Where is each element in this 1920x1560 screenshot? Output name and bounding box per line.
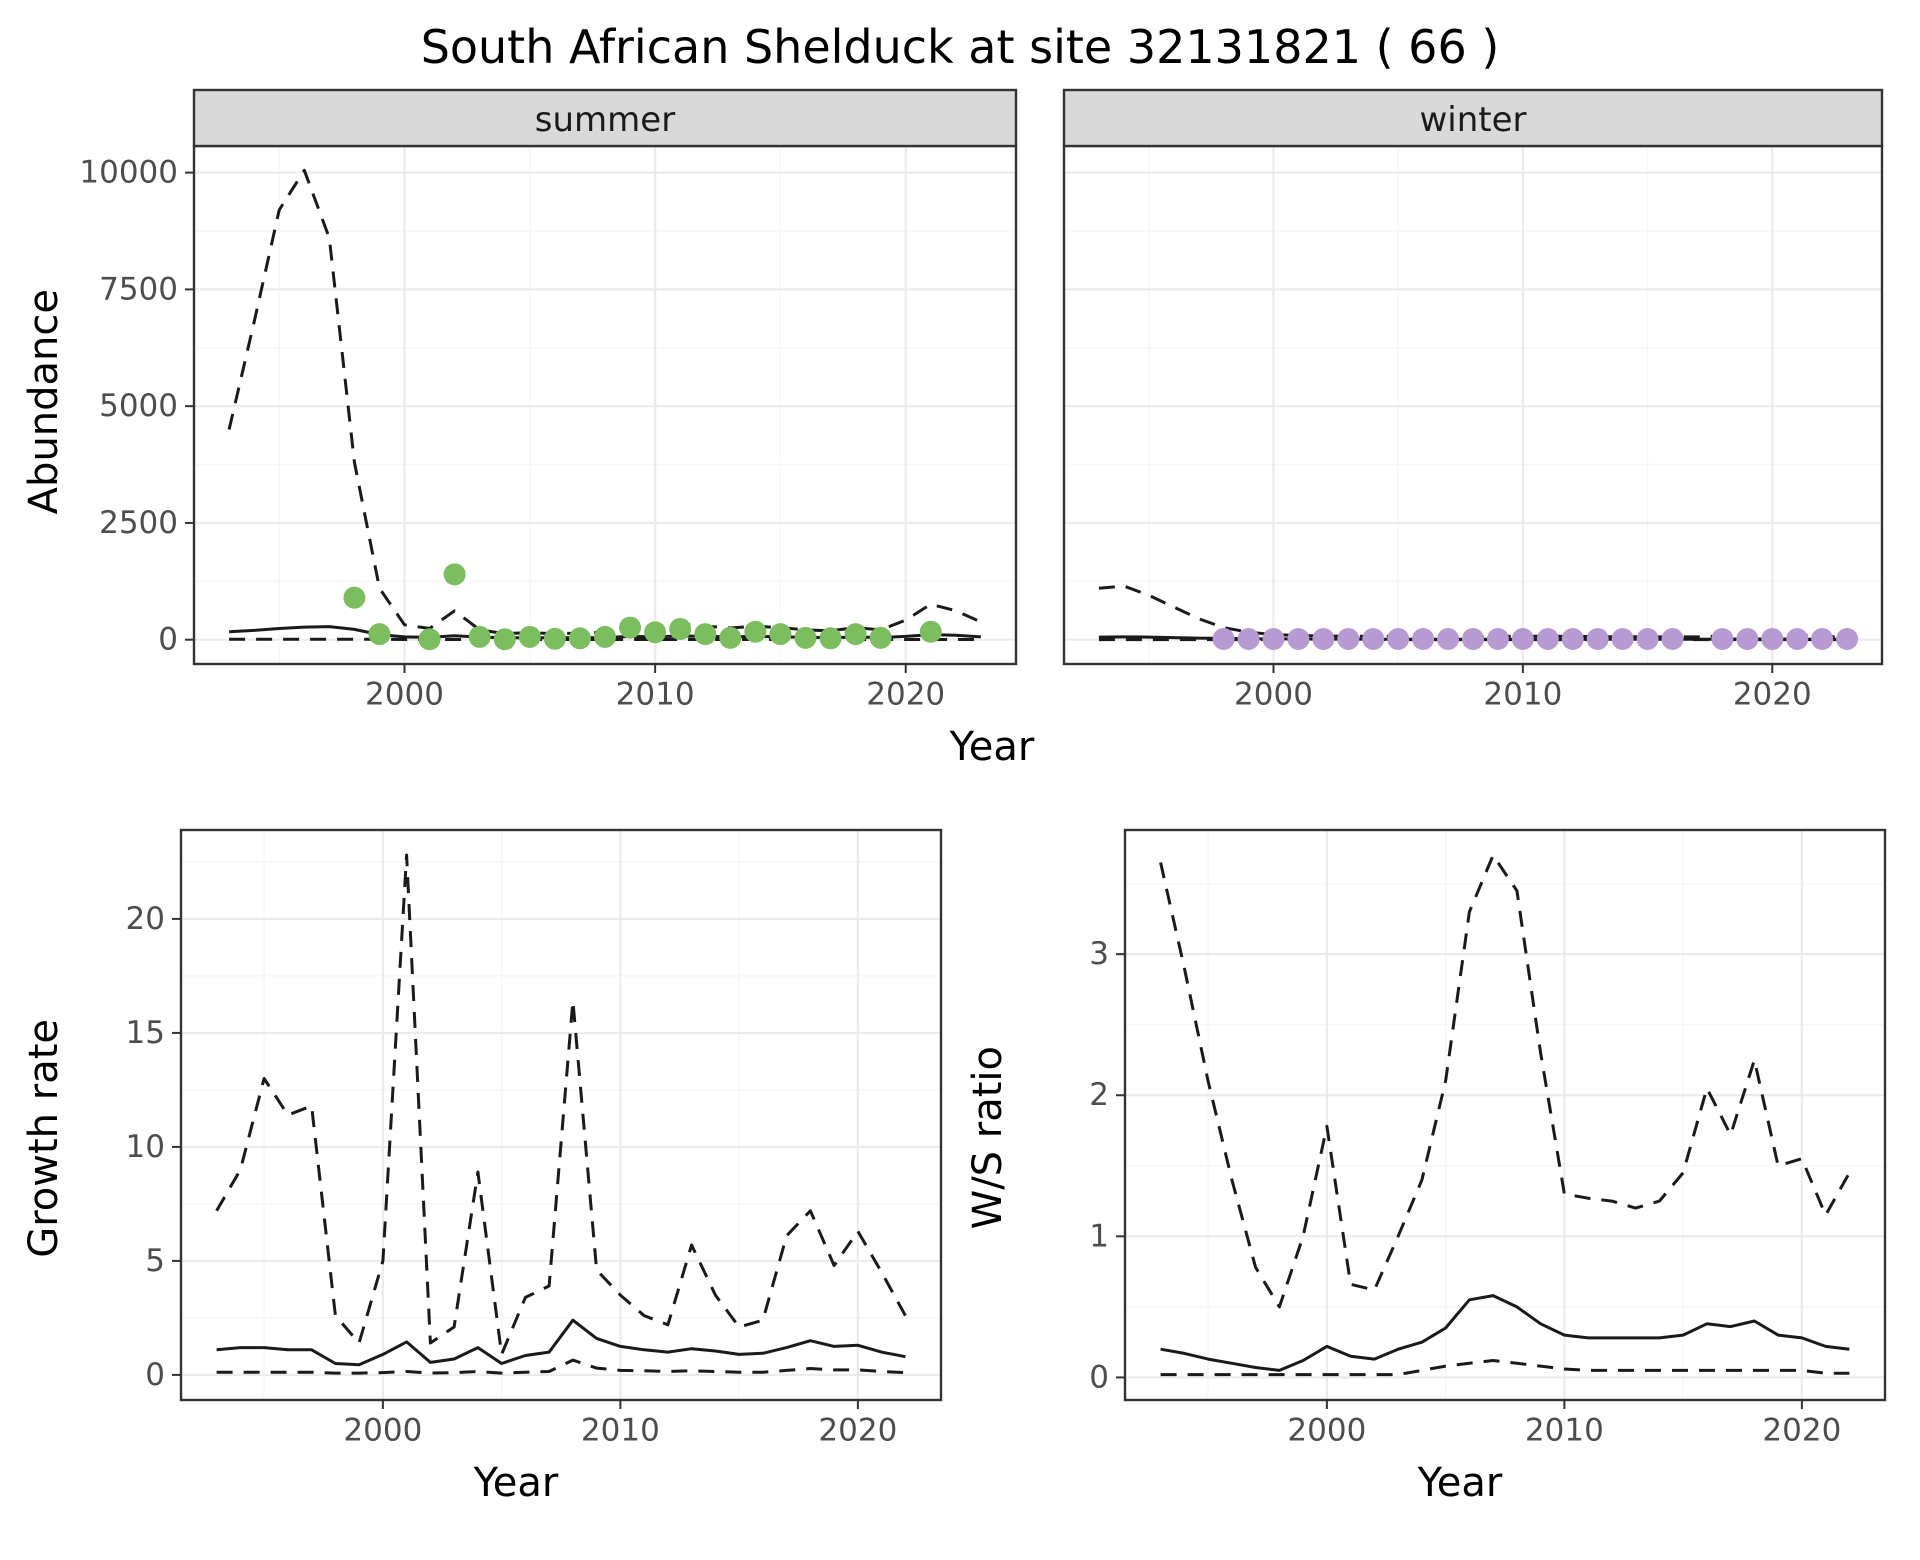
- svg-text:2010: 2010: [1525, 1412, 1604, 1448]
- ws-ratio-x-axis-label: Year: [1417, 1460, 1503, 1506]
- svg-text:2020: 2020: [818, 1412, 897, 1448]
- abundance-summer-panel: summer 2000 2010 2020 0 2500 5000 7500 10000: [79, 88, 1018, 712]
- svg-text:0: 0: [158, 622, 178, 658]
- svg-text:2020: 2020: [1762, 1412, 1841, 1448]
- svg-text:0: 0: [145, 1357, 165, 1393]
- svg-text:2500: 2500: [99, 505, 178, 541]
- svg-text:2000: 2000: [343, 1412, 422, 1448]
- svg-text:10000: 10000: [79, 155, 178, 191]
- growth-rate-x-axis-label: Year: [473, 1460, 559, 1506]
- growth-rate-panel: 2000 2010 2020 0 5 10 15 20: [126, 828, 943, 1448]
- svg-text:2020: 2020: [1733, 676, 1812, 712]
- svg-text:10: 10: [126, 1129, 165, 1165]
- abundance-x-axis-label: Year: [949, 724, 1035, 770]
- svg-text:1: 1: [1089, 1218, 1109, 1254]
- svg-text:2000: 2000: [1234, 676, 1313, 712]
- growth-rate-chart: Growth rate 2000 2010 2020 0 5 10 15 20 Year: [12, 818, 956, 1506]
- svg-text:5: 5: [145, 1243, 165, 1279]
- svg-text:2000: 2000: [365, 676, 444, 712]
- ws-ratio-y-axis-label: W/S ratio: [965, 1046, 1011, 1230]
- svg-text:2010: 2010: [581, 1412, 660, 1448]
- ws-ratio-panel: 2000 2010 2020 0 1 2 3: [1089, 828, 1887, 1448]
- svg-text:2000: 2000: [1287, 1412, 1366, 1448]
- svg-text:15: 15: [126, 1015, 165, 1051]
- svg-text:summer: summer: [535, 100, 675, 140]
- svg-text:2020: 2020: [866, 676, 945, 712]
- abundance-y-axis-label: Abundance: [21, 289, 67, 515]
- svg-text:2010: 2010: [1483, 676, 1562, 712]
- abundance-facet-row: summer 2000 2010 2020 0 2500 5000 7500 10000 win…: [76, 82, 1908, 722]
- chart-title: South African Shelduck at site 32131821 …: [420, 20, 1500, 74]
- svg-text:2010: 2010: [616, 676, 695, 712]
- svg-text:0: 0: [1089, 1359, 1109, 1395]
- svg-text:7500: 7500: [99, 271, 178, 307]
- bottom-charts-row: Growth rate 2000 2010 2020 0 5 10 15 20 Year W/…: [12, 818, 1908, 1506]
- svg-text:winter: winter: [1419, 100, 1526, 140]
- ws-ratio-panel-wrap: 2000 2010 2020 0 1 2 3: [1020, 818, 1900, 1458]
- svg-text:20: 20: [126, 901, 165, 937]
- abundance-chart: Abundance summer 2000 2010 2020 0 2500 5000 750…: [12, 82, 1908, 770]
- svg-text:2: 2: [1089, 1077, 1109, 1113]
- growth-rate-y-axis-label: Growth rate: [21, 1018, 67, 1258]
- growth-rate-panel-wrap: 2000 2010 2020 0 5 10 15 20: [76, 818, 956, 1458]
- abundance-winter-panel: winter 2000 2010 2020: [1062, 88, 1884, 712]
- ws-ratio-chart: W/S ratio 2000 2010 2020 0 1 2 3 Year: [956, 818, 1900, 1506]
- svg-text:5000: 5000: [99, 388, 178, 424]
- svg-text:3: 3: [1089, 936, 1109, 972]
